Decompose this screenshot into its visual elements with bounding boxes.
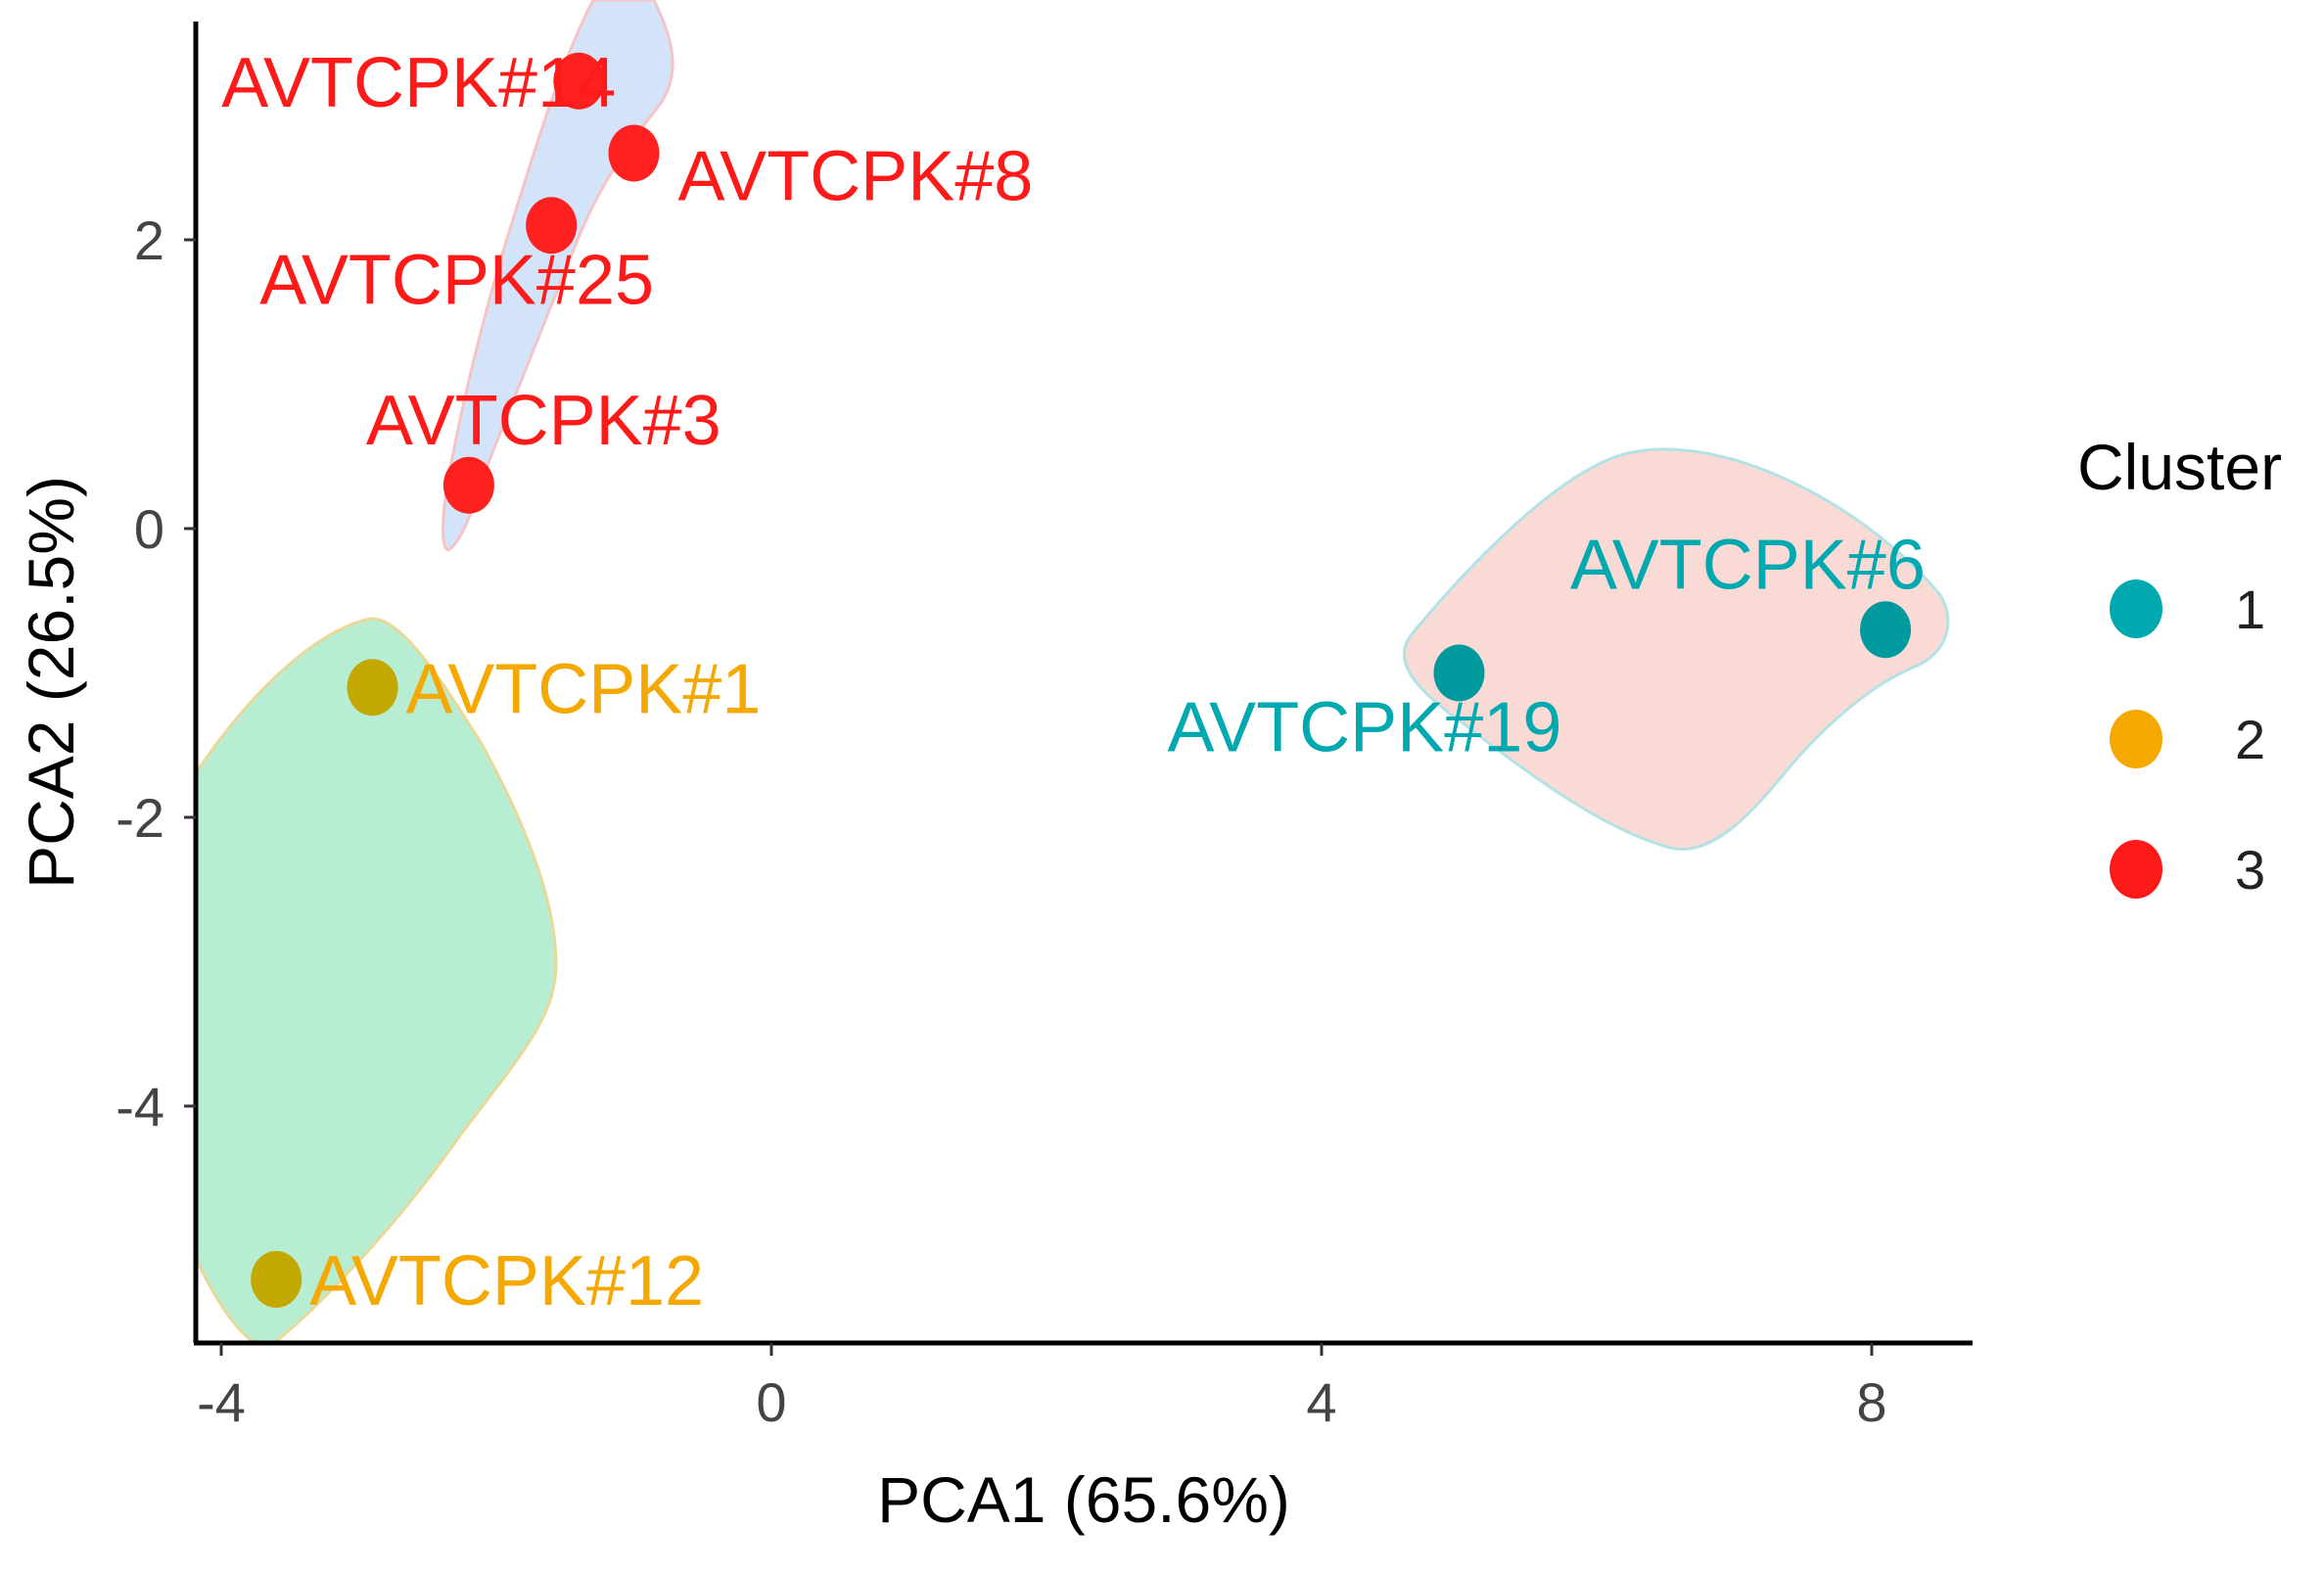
data-points [251,52,1912,1308]
label-avtcpk-6: AVTCPK#6 [1570,526,1926,604]
x-axis-title: PCA1 (65.6%) [877,1463,1290,1536]
point-avtcpk-14 [553,52,605,110]
y-axis-title: PCA2 (26.5%) [15,476,87,889]
x-tick-label: -4 [197,1371,246,1433]
legend-label-1: 1 [2235,578,2265,640]
x-axis-ticks: -4 0 4 8 [197,1343,1887,1433]
label-avtcpk-25: AVTCPK#25 [259,241,654,319]
point-avtcpk-1 [347,659,398,717]
label-avtcpk-14: AVTCPK#14 [221,44,616,122]
label-avtcpk-1: AVTCPK#1 [406,650,762,728]
point-avtcpk-6 [1860,601,1912,659]
point-labels: AVTCPK#6 AVTCPK#19 AVTCPK#1 AVTCPK#12 AVTCPK… [221,44,1926,1320]
y-tick-label: 0 [134,498,164,560]
legend-label-2: 2 [2235,709,2265,770]
legend-title: Cluster [2077,431,2282,503]
x-tick-label: 4 [1306,1371,1336,1433]
point-avtcpk-12 [251,1251,302,1308]
point-avtcpk-3 [442,456,494,514]
point-avtcpk-19 [1433,644,1485,702]
legend: Cluster 1 2 3 [2077,431,2282,901]
label-avtcpk-12: AVTCPK#12 [309,1242,704,1320]
cluster-1-hull [1402,447,1950,851]
y-tick-label: -4 [116,1076,164,1137]
legend-label-3: 3 [2235,839,2265,901]
label-avtcpk-8: AVTCPK#8 [678,138,1034,216]
x-tick-label: 0 [756,1371,786,1433]
y-tick-label: 2 [134,209,164,271]
legend-key-2 [2110,710,2162,768]
point-avtcpk-25 [526,197,578,254]
x-tick-label: 8 [1856,1371,1886,1433]
label-avtcpk-19: AVTCPK#19 [1168,689,1562,767]
point-avtcpk-8 [608,124,660,182]
label-avtcpk-3: AVTCPK#3 [366,382,721,460]
y-axis-ticks: -4 -2 0 2 [116,209,196,1137]
y-tick-label: -2 [116,787,164,849]
legend-key-3 [2110,840,2162,899]
legend-key-1 [2110,579,2162,638]
